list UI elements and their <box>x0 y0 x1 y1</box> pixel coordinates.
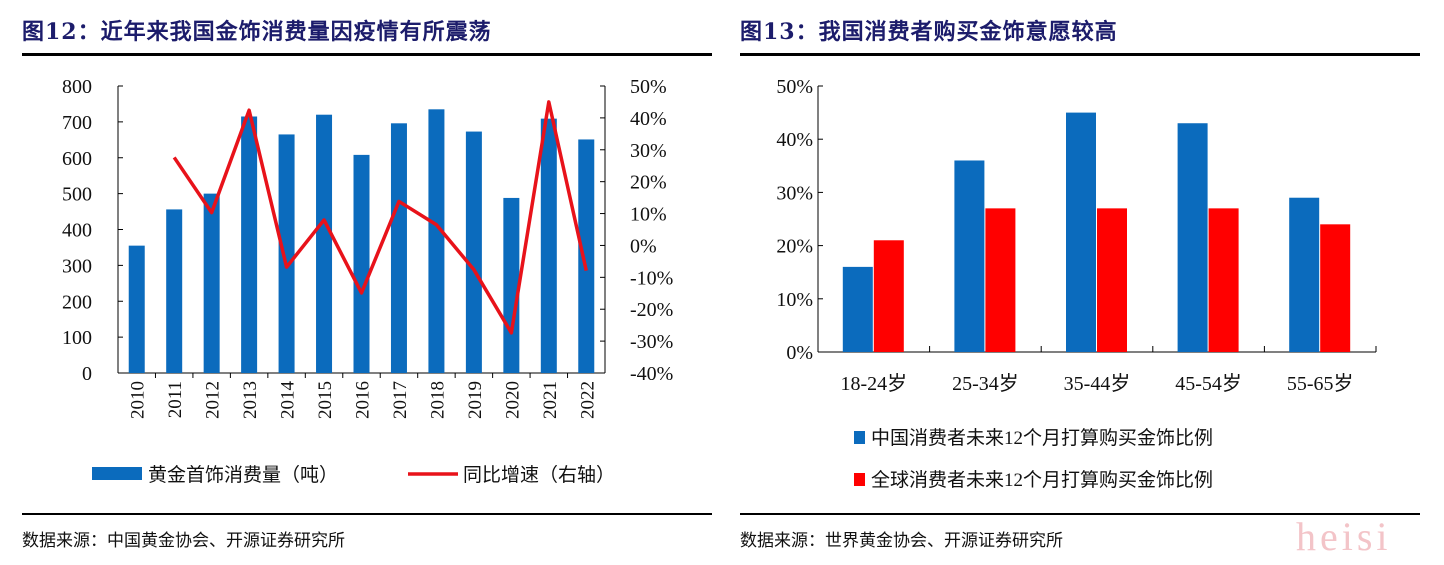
y2-tick-label: 50% <box>630 76 667 98</box>
bar-2013 <box>241 116 258 374</box>
bar-2018 <box>428 109 445 373</box>
x-tick-label: 2015 <box>315 381 336 419</box>
x-tick-label: 25-34岁 <box>952 372 1019 395</box>
x-tick-label: 55-65岁 <box>1287 372 1354 395</box>
right-source-rule <box>740 513 1420 515</box>
y-tick-label: 700 <box>62 112 92 134</box>
right-chart-title: 图13：我国消费者购买金饰意愿较高 <box>740 19 1118 45</box>
y-tick-label: 0 <box>82 363 92 385</box>
bar-2016 <box>353 154 370 373</box>
bar-2021 <box>540 118 557 374</box>
y-tick-label: 40% <box>776 129 813 151</box>
bar-2011 <box>166 209 183 373</box>
legend-swatch-0 <box>854 431 865 444</box>
y2-tick-label: -20% <box>630 299 673 321</box>
x-tick-label: 2016 <box>353 381 374 419</box>
y-tick-label: 30% <box>776 182 813 204</box>
bar-2019 <box>465 131 482 373</box>
bar-45-54岁-s0 <box>1177 123 1208 353</box>
bar-25-34岁-s1 <box>985 208 1016 352</box>
bar-25-34岁-s0 <box>954 160 985 352</box>
bar-2015 <box>316 114 333 373</box>
bar-55-65岁-s1 <box>1320 224 1351 352</box>
x-tick-label: 18-24岁 <box>840 372 907 395</box>
bar-35-44岁-s1 <box>1097 208 1127 352</box>
y-tick-label: 20% <box>776 236 813 258</box>
left-source-rule <box>22 513 712 515</box>
left-title-rule <box>22 53 712 56</box>
legend-bar-swatch <box>92 467 142 480</box>
bar-18-24岁-s1 <box>873 240 904 352</box>
y-tick-label: 200 <box>62 291 92 313</box>
bar-2017 <box>390 123 407 373</box>
growth-line <box>172 100 588 335</box>
x-tick-label: 2017 <box>390 381 411 419</box>
right-title-rule <box>740 53 1420 56</box>
legend-line-label: 同比增速（右轴） <box>463 464 615 486</box>
legend-label-0: 中国消费者未来12个月打算购买金饰比例 <box>871 427 1213 449</box>
bar-2010 <box>128 245 145 373</box>
x-tick-label: 2022 <box>577 381 598 419</box>
y2-tick-label: -10% <box>630 267 673 289</box>
bar-45-54岁-s1 <box>1208 208 1239 352</box>
watermark: heisi <box>1296 514 1392 559</box>
y-tick-label: 0% <box>786 342 813 364</box>
y2-tick-label: -40% <box>630 363 673 385</box>
y-tick-label: 400 <box>62 220 92 242</box>
x-tick-label: 2010 <box>128 381 149 419</box>
y2-tick-label: 10% <box>630 204 667 226</box>
y2-tick-label: 30% <box>630 140 667 162</box>
bar-2014 <box>278 134 295 373</box>
x-tick-label: 2014 <box>278 381 299 420</box>
right-source: 数据来源：世界黄金协会、开源证券研究所 <box>740 531 1063 551</box>
x-tick-label: 2011 <box>165 381 186 418</box>
y-tick-label: 600 <box>62 148 92 170</box>
y-tick-label: 50% <box>776 76 813 98</box>
y-tick-label: 100 <box>62 327 92 349</box>
y-tick-label: 10% <box>776 289 813 311</box>
x-tick-label: 35-44岁 <box>1064 372 1131 395</box>
x-tick-label: 2018 <box>427 381 448 419</box>
left-chart-title: 图12：近年来我国金饰消费量因疫情有所震荡 <box>22 19 492 45</box>
legend-label-1: 全球消费者未来12个月打算购买金饰比例 <box>871 469 1213 491</box>
y-tick-label: 800 <box>62 76 92 98</box>
bar-55-65岁-s0 <box>1289 197 1320 352</box>
y2-tick-label: 0% <box>630 235 657 257</box>
bar-2022 <box>578 139 595 373</box>
y2-tick-label: 40% <box>630 108 667 130</box>
x-tick-label: 2020 <box>502 381 523 419</box>
bar-18-24岁-s0 <box>842 266 873 352</box>
legend-bar-label: 黄金首饰消费量（吨） <box>148 464 338 486</box>
y-tick-label: 300 <box>62 255 92 277</box>
y-tick-label: 500 <box>62 184 92 206</box>
bar-2012 <box>203 193 220 373</box>
x-tick-label: 2021 <box>540 381 561 419</box>
bar-35-44岁-s0 <box>1066 112 1096 352</box>
x-tick-label: 45-54岁 <box>1175 372 1242 395</box>
bar-2020 <box>503 197 520 373</box>
legend-swatch-1 <box>854 473 865 486</box>
x-tick-label: 2012 <box>203 381 224 419</box>
x-tick-label: 2019 <box>465 381 486 419</box>
left-source: 数据来源：中国黄金协会、开源证券研究所 <box>22 531 345 551</box>
y2-tick-label: -30% <box>630 331 673 353</box>
x-tick-label: 2013 <box>240 381 261 419</box>
y2-tick-label: 20% <box>630 172 667 194</box>
